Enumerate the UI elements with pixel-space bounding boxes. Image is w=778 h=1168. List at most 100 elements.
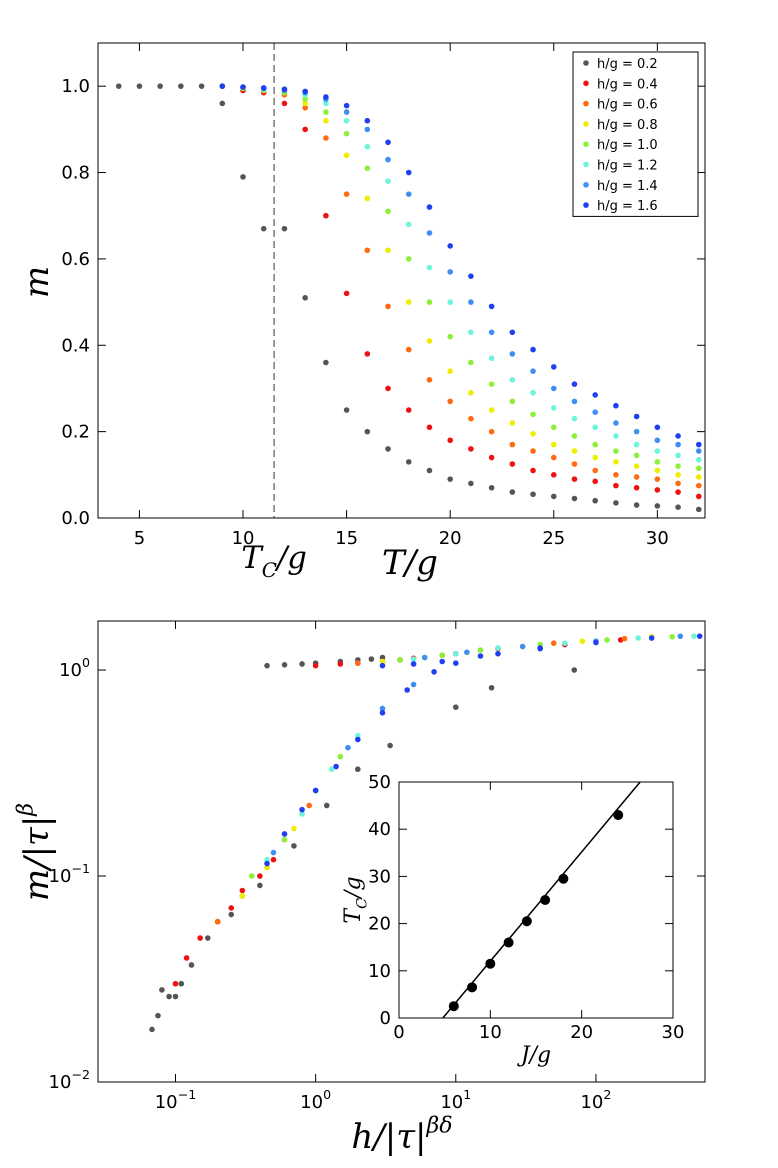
legend-marker [583, 60, 589, 66]
point [509, 329, 516, 336]
point [410, 681, 417, 688]
tick-base: 10 [59, 660, 82, 681]
point [592, 424, 599, 431]
point [635, 635, 641, 641]
point [364, 165, 371, 172]
point [364, 126, 371, 133]
point [228, 905, 235, 911]
point [439, 658, 446, 665]
point [368, 656, 375, 662]
point [613, 482, 619, 489]
point [571, 667, 578, 673]
point [654, 448, 661, 454]
point [281, 100, 288, 107]
axis-label: TC/g [241, 541, 307, 582]
point [467, 982, 478, 993]
legend-label: h/g = 1.2 [597, 159, 658, 174]
point [405, 191, 412, 197]
point [291, 825, 297, 832]
point [426, 424, 433, 431]
tick-label: 0.6 [61, 249, 90, 270]
legend-marker [583, 121, 589, 127]
point [260, 85, 267, 91]
point [337, 753, 344, 760]
point [509, 377, 516, 383]
point [426, 264, 433, 271]
axis-label: TC/g [341, 876, 371, 923]
point [364, 428, 371, 435]
point [228, 911, 235, 918]
point [178, 980, 185, 987]
tick-exponent: 0 [323, 1087, 331, 1102]
point [550, 364, 557, 370]
label-part: /g [274, 541, 307, 576]
point [447, 333, 453, 340]
point [447, 299, 453, 305]
tick-label: 100 [59, 655, 90, 681]
point [159, 987, 165, 993]
point [495, 645, 501, 651]
tick-base: 10 [440, 1092, 463, 1113]
point [257, 873, 263, 879]
point [592, 441, 599, 448]
point [592, 478, 599, 485]
point [530, 491, 536, 498]
point [323, 94, 329, 100]
point [323, 100, 329, 107]
tick-label: 30 [368, 866, 391, 887]
point [695, 474, 702, 480]
point [260, 225, 267, 232]
tick-base: 10 [300, 1092, 323, 1113]
point [219, 83, 226, 89]
point [488, 381, 495, 387]
point [540, 895, 551, 905]
point [302, 96, 308, 102]
point [633, 441, 640, 448]
point [562, 640, 568, 646]
point [695, 448, 702, 454]
point [405, 407, 412, 413]
point [379, 662, 386, 669]
point [654, 437, 661, 444]
tick-label: 5 [134, 528, 145, 549]
point [530, 389, 536, 396]
point [633, 452, 640, 459]
legend-label: h/g = 1.6 [597, 199, 658, 214]
point [633, 428, 640, 435]
point [385, 139, 391, 146]
point [579, 638, 586, 645]
point [592, 454, 599, 461]
point [166, 993, 172, 1000]
axis-label: T/g [382, 543, 438, 583]
point [345, 744, 351, 751]
point [364, 143, 371, 150]
point [385, 156, 391, 163]
point [503, 937, 514, 948]
point [558, 873, 569, 884]
point [343, 407, 350, 413]
point [530, 411, 536, 418]
plot-area [399, 782, 673, 1018]
tick-label: 40 [368, 819, 391, 840]
point [571, 381, 578, 387]
point [387, 742, 393, 749]
point [281, 831, 288, 837]
tick-label: 25 [542, 528, 565, 549]
point [550, 441, 557, 448]
tick-label: 101 [440, 1087, 471, 1113]
legend-marker [583, 80, 589, 87]
point [452, 650, 459, 657]
point [197, 935, 203, 941]
tick-label: 10 [368, 961, 391, 982]
tick-label: 15 [335, 528, 358, 549]
point [592, 392, 599, 398]
legend-label: h/g = 1.4 [597, 179, 658, 194]
legend-marker [583, 161, 589, 168]
point [592, 409, 599, 416]
tick-label: 10 [232, 528, 255, 549]
point [426, 467, 433, 474]
point [281, 86, 288, 93]
point [468, 273, 474, 279]
point [571, 415, 578, 422]
legend-marker [583, 182, 589, 188]
